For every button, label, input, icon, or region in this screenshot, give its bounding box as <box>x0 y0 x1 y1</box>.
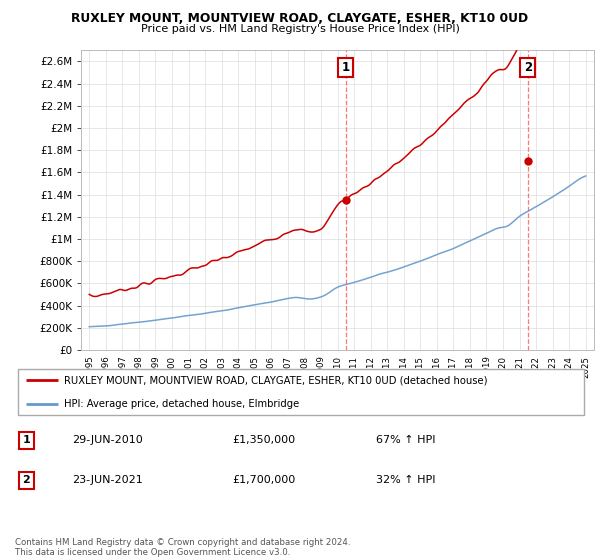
Text: 32% ↑ HPI: 32% ↑ HPI <box>376 475 436 485</box>
Text: 2019: 2019 <box>482 356 491 377</box>
Text: 1996: 1996 <box>101 356 110 377</box>
Text: 1999: 1999 <box>151 356 160 377</box>
Text: 2006: 2006 <box>267 356 276 377</box>
Text: 23-JUN-2021: 23-JUN-2021 <box>73 475 143 485</box>
Text: 2005: 2005 <box>250 356 259 377</box>
Text: 2002: 2002 <box>200 356 209 377</box>
Text: 2017: 2017 <box>449 356 458 377</box>
Text: 2015: 2015 <box>416 356 425 377</box>
Text: 2009: 2009 <box>316 356 325 377</box>
Text: 2023: 2023 <box>548 356 557 377</box>
Text: Price paid vs. HM Land Registry's House Price Index (HPI): Price paid vs. HM Land Registry's House … <box>140 24 460 34</box>
Text: 2: 2 <box>524 61 532 74</box>
Text: 2007: 2007 <box>283 356 292 377</box>
Text: 2004: 2004 <box>234 356 243 377</box>
Text: 1: 1 <box>342 61 350 74</box>
Text: 2013: 2013 <box>383 356 392 377</box>
Text: 2012: 2012 <box>366 356 375 377</box>
Text: 1998: 1998 <box>134 356 143 377</box>
Text: 2020: 2020 <box>499 356 508 377</box>
Text: Contains HM Land Registry data © Crown copyright and database right 2024.
This d: Contains HM Land Registry data © Crown c… <box>15 538 350 557</box>
Text: 1: 1 <box>23 435 31 445</box>
FancyBboxPatch shape <box>18 370 584 414</box>
Text: 2008: 2008 <box>300 356 309 377</box>
Text: 2000: 2000 <box>167 356 176 377</box>
Text: 2: 2 <box>23 475 31 485</box>
Text: 2001: 2001 <box>184 356 193 377</box>
Text: 1995: 1995 <box>85 356 94 377</box>
Text: 2014: 2014 <box>399 356 408 377</box>
Text: HPI: Average price, detached house, Elmbridge: HPI: Average price, detached house, Elmb… <box>64 399 299 409</box>
Text: 2016: 2016 <box>432 356 441 377</box>
Text: 2003: 2003 <box>217 356 226 377</box>
Text: 29-JUN-2010: 29-JUN-2010 <box>73 435 143 445</box>
Text: 2024: 2024 <box>565 356 574 377</box>
Text: RUXLEY MOUNT, MOUNTVIEW ROAD, CLAYGATE, ESHER, KT10 0UD (detached house): RUXLEY MOUNT, MOUNTVIEW ROAD, CLAYGATE, … <box>64 375 487 385</box>
Text: 2021: 2021 <box>515 356 524 377</box>
Text: RUXLEY MOUNT, MOUNTVIEW ROAD, CLAYGATE, ESHER, KT10 0UD: RUXLEY MOUNT, MOUNTVIEW ROAD, CLAYGATE, … <box>71 12 529 25</box>
Text: 1997: 1997 <box>118 356 127 377</box>
Text: £1,700,000: £1,700,000 <box>233 475 296 485</box>
Text: £1,350,000: £1,350,000 <box>233 435 296 445</box>
Text: 2010: 2010 <box>333 356 342 377</box>
Text: 2011: 2011 <box>350 356 359 377</box>
Text: 2018: 2018 <box>466 356 475 377</box>
Text: 2022: 2022 <box>532 356 541 377</box>
Text: 2025: 2025 <box>581 356 590 377</box>
Text: 67% ↑ HPI: 67% ↑ HPI <box>376 435 436 445</box>
